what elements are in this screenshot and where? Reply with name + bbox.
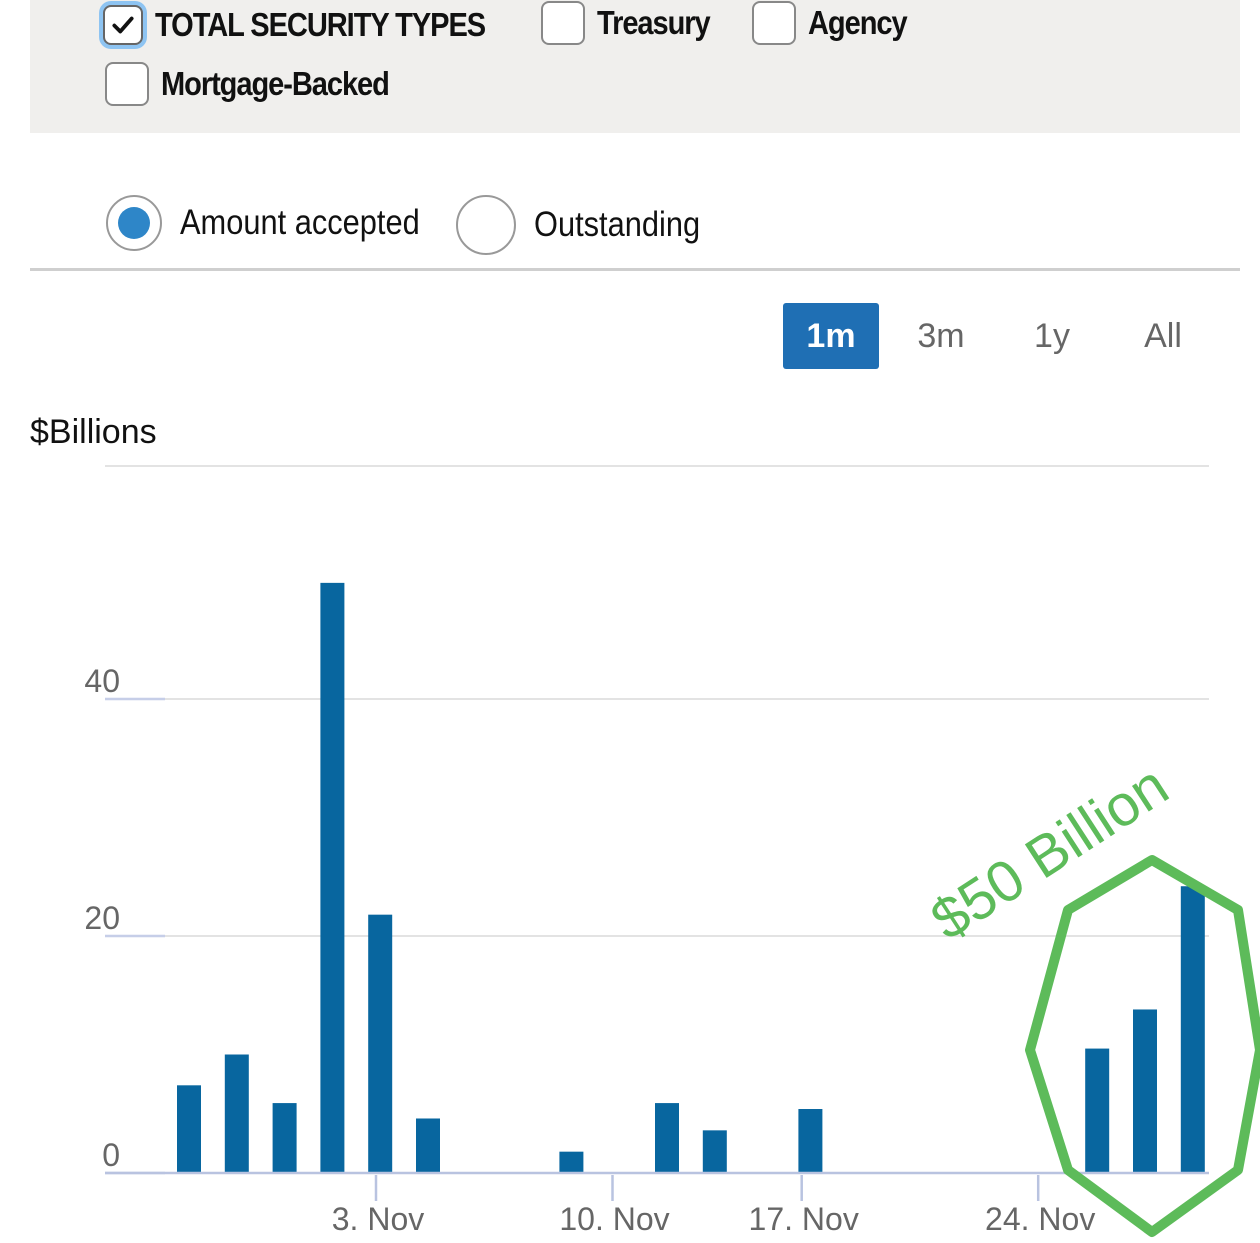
range-button-3m[interactable]: 3m — [917, 316, 965, 355]
radio-amount-accepted-circle[interactable] — [106, 195, 162, 251]
checkbox-treasury[interactable] — [541, 1, 585, 45]
y-tick-label: 0 — [102, 1137, 120, 1173]
range-button-all[interactable]: All — [1144, 316, 1182, 355]
x-tick-label: 17. Nov — [749, 1201, 859, 1237]
radio-label-amount-accepted: Amount accepted — [180, 203, 420, 242]
filter-label-agency: Agency — [808, 4, 908, 41]
checkbox-mortgage-backed[interactable] — [105, 62, 149, 106]
annotation-50-billion: $50 Billion — [920, 753, 1180, 953]
radio-amount-accepted[interactable]: Amount accepted — [106, 195, 452, 251]
y-axis-title: $Billions — [30, 413, 157, 451]
bar[interactable] — [1180, 886, 1205, 1173]
highlight-octagon — [1025, 855, 1260, 1237]
filter-agency[interactable]: Agency — [752, 1, 920, 45]
filter-label-mortgage-backed: Mortgage-Backed — [161, 65, 390, 102]
bar[interactable] — [224, 1054, 249, 1174]
bar[interactable] — [320, 582, 345, 1173]
radio-outstanding[interactable]: Outstanding — [456, 195, 723, 255]
section-divider — [30, 268, 1240, 271]
bar[interactable] — [1133, 1009, 1157, 1173]
range-button-1y[interactable]: 1y — [1034, 316, 1070, 355]
radio-label-outstanding: Outstanding — [534, 205, 701, 244]
bar[interactable] — [177, 1085, 201, 1173]
checkbox-total-security-types[interactable] — [103, 5, 143, 45]
bar[interactable] — [798, 1109, 823, 1173]
x-tick-label: 24. Nov — [985, 1201, 1095, 1237]
bar[interactable] — [368, 914, 393, 1173]
bar[interactable] — [272, 1103, 297, 1173]
range-button-1m[interactable]: 1m — [783, 303, 879, 369]
checkbox-agency[interactable] — [752, 1, 796, 45]
bar[interactable] — [702, 1130, 727, 1173]
x-tick-label: 3. Nov — [332, 1201, 424, 1237]
filter-treasury[interactable]: Treasury — [541, 1, 725, 45]
radio-selected-dot — [118, 207, 150, 239]
y-tick-label: 20 — [84, 900, 120, 936]
filter-total-security-types[interactable]: TOTAL SECURITY TYPES — [103, 5, 530, 45]
filter-mortgage-backed[interactable]: Mortgage-Backed — [105, 62, 420, 106]
checkmark-icon — [112, 16, 134, 34]
security-type-filter-panel — [30, 0, 1240, 133]
radio-outstanding-circle[interactable] — [456, 195, 516, 255]
bar[interactable] — [416, 1118, 440, 1173]
y-tick-label: 40 — [84, 663, 120, 699]
filter-label-total-security-types: TOTAL SECURITY TYPES — [155, 6, 486, 43]
x-tick-label: 10. Nov — [559, 1201, 669, 1237]
filter-label-treasury: Treasury — [597, 4, 711, 41]
bar[interactable] — [655, 1103, 679, 1173]
bar[interactable] — [1085, 1048, 1110, 1173]
bar[interactable] — [559, 1151, 584, 1173]
